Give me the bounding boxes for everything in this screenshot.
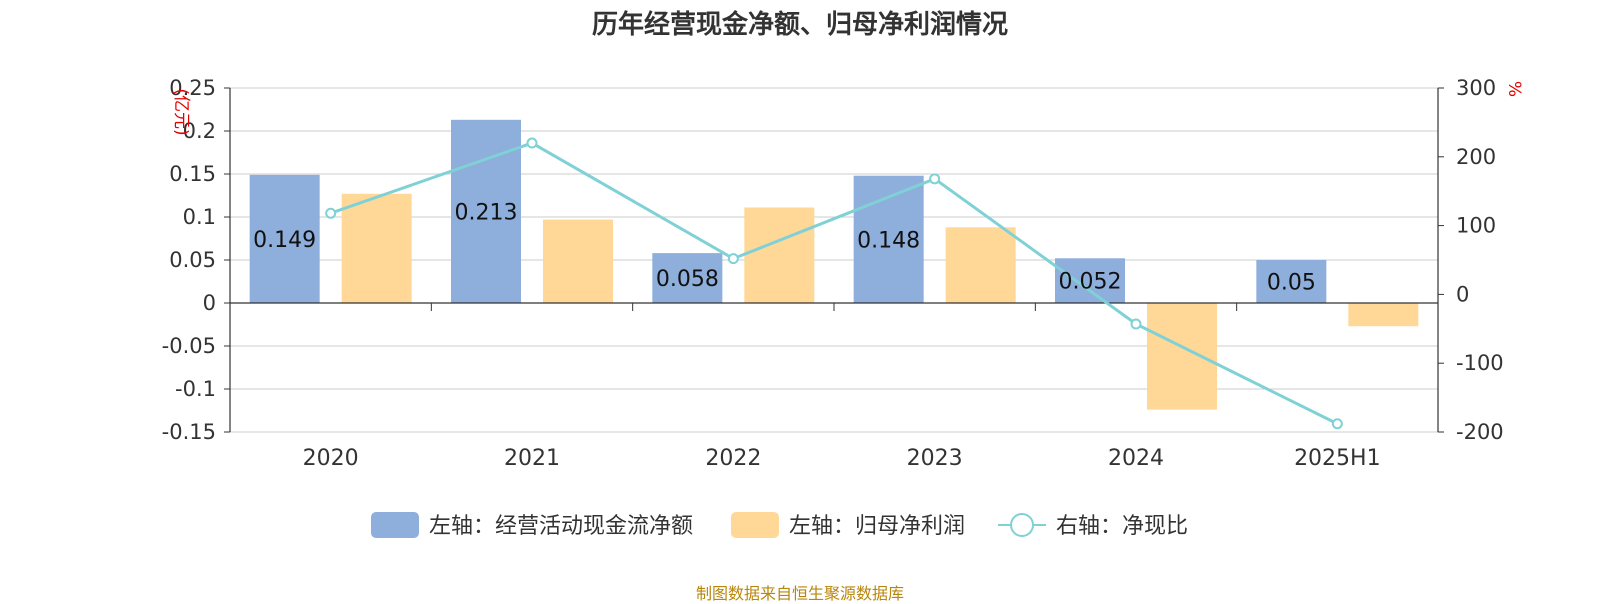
data-label: 0.148: [857, 228, 920, 253]
bar-net-profit: [945, 227, 1016, 303]
data-label: 0.05: [1267, 271, 1316, 296]
ratio-point: [1331, 418, 1343, 430]
bar-net-profit: [744, 207, 815, 303]
right-tick-label: -100: [1456, 351, 1504, 375]
legend-label-cash-flow: 左轴：经营活动现金流净额: [429, 514, 693, 539]
bar-net-profit: [1348, 303, 1419, 327]
data-label: 0.058: [656, 267, 719, 292]
bar-cash-flow: [249, 174, 320, 303]
left-tick-label: 0.1: [183, 205, 216, 229]
ratio-point: [325, 207, 337, 219]
x-tick-label: 2023: [907, 446, 963, 471]
bar-net-profit: [1147, 303, 1217, 410]
x-tick-label: 2022: [705, 446, 761, 471]
legend-swatch-marker: [1010, 513, 1034, 537]
left-tick-label: 0.25: [169, 76, 216, 100]
left-tick-label: 0.05: [169, 248, 216, 272]
right-tick-label: -200: [1456, 420, 1504, 444]
axes-group: 0.25 0.2 0.15 0.1 0.05 0 -0.05 -0.1 -0.15 300 200 1…: [162, 76, 1524, 471]
bars-group: [249, 119, 1419, 410]
left-axis-unit: (亿元): [171, 88, 191, 135]
ratio-line: [330, 141, 1338, 426]
x-tick-label: 2025H1: [1294, 446, 1381, 471]
ratio-point: [526, 137, 538, 149]
ratio-point: [1130, 318, 1142, 330]
ratio-point: [727, 253, 739, 265]
bar-cash-flow: [652, 253, 723, 303]
left-tick-label: -0.15: [162, 420, 216, 444]
data-label: 0.213: [455, 200, 518, 225]
data-labels-group: 0.149 0.213 0.058 0.148 0.052 0.05: [253, 200, 1316, 295]
ratio-point: [929, 173, 941, 185]
right-tick-label: 100: [1456, 214, 1496, 238]
source-footer: 制图数据来自恒生聚源数据库: [695, 584, 904, 603]
right-tick-label: 300: [1456, 76, 1496, 100]
legend-swatch-net-profit: [731, 512, 779, 538]
legend-label-net-profit: 左轴：归母净利润: [789, 514, 965, 539]
right-tick-label: 200: [1456, 145, 1496, 169]
left-tick-label: -0.05: [162, 334, 216, 358]
legend-swatch-cash-flow: [371, 512, 419, 538]
left-tick-label: 0.15: [169, 162, 216, 186]
x-tick-label: 2020: [303, 446, 359, 471]
left-tick-label: 0.2: [183, 119, 216, 143]
right-axis-unit: %: [1504, 81, 1524, 97]
legend-label-ratio: 右轴：净现比: [1056, 514, 1188, 539]
bar-cash-flow: [1256, 260, 1327, 303]
data-label: 0.052: [1059, 270, 1122, 295]
chart-title: 历年经营现金净额、归母净利润情况: [591, 10, 1008, 40]
bar-net-profit: [543, 219, 613, 303]
ratio-line-group: [325, 137, 1343, 430]
x-tick-label: 2024: [1108, 446, 1164, 471]
legend: 左轴：经营活动现金流净额 左轴：归母净利润 右轴：净现比: [371, 512, 1188, 539]
bar-cash-flow: [1055, 258, 1125, 303]
left-tick-label: 0: [203, 291, 216, 315]
right-tick-label: 0: [1456, 282, 1469, 306]
data-label: 0.149: [253, 228, 316, 253]
bar-net-profit: [341, 193, 412, 303]
x-tick-label: 2021: [504, 446, 560, 471]
left-tick-label: -0.1: [175, 377, 216, 401]
